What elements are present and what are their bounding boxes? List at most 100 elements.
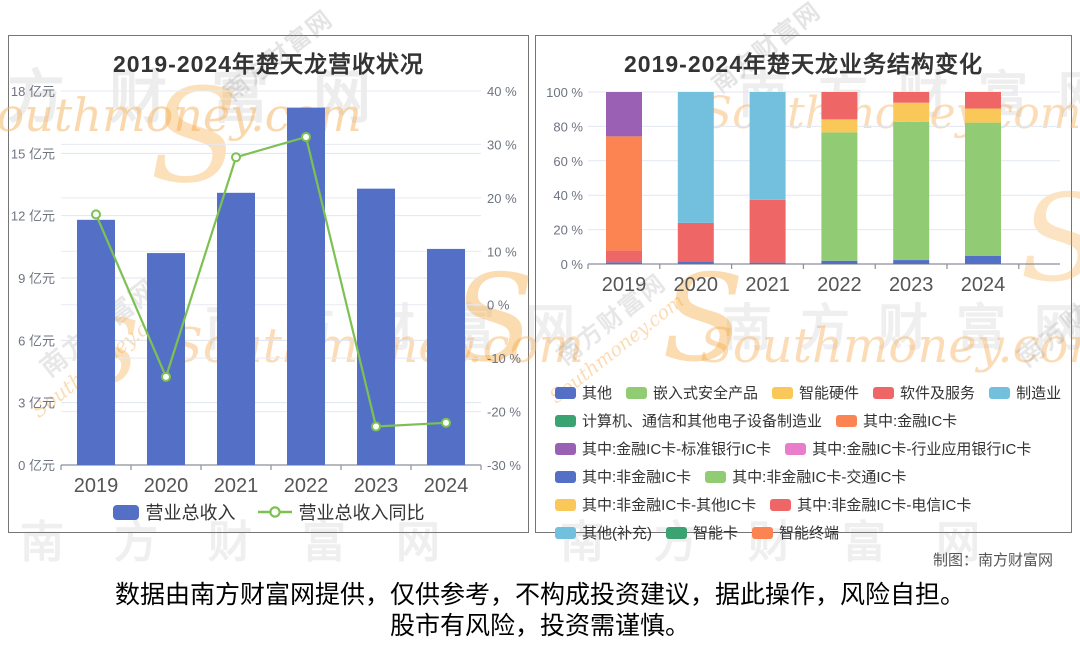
legend-label: 智能卡 xyxy=(693,525,739,542)
y-axis-label: 80 % xyxy=(553,119,583,134)
legend-swatch xyxy=(555,386,576,399)
legend-item-growth: 营业总收入同比 xyxy=(257,499,425,525)
stack-segment-2024 xyxy=(965,108,1001,123)
stack-segment-2020 xyxy=(677,92,714,223)
stack-segment-2021 xyxy=(749,92,786,200)
y-axis-right-label: 30 % xyxy=(487,137,517,152)
stack-segment-2022 xyxy=(821,92,858,120)
legend-swatch xyxy=(555,498,576,511)
y-axis-right-label: -10 % xyxy=(487,351,521,366)
stack-segment-2022 xyxy=(821,119,858,133)
legend-item-9: 其中:非金融IC卡 xyxy=(555,466,691,487)
x-axis-label: 2022 xyxy=(817,274,862,296)
disclaimer-line-2: 股市有风险，投资需谨慎。 xyxy=(389,612,690,640)
legend-item-7: 其中:金融IC卡-标准银行IC卡 xyxy=(555,438,771,459)
structure-chart: 0 % 20 % 40 % 60 % 80 % 100 % 2019 2020 2021 2022… xyxy=(546,85,1060,296)
legend-label: 其中:非金融IC卡 xyxy=(582,469,692,486)
legend-item-13: 其他(补充) xyxy=(555,522,652,543)
growth-point-2021 xyxy=(231,152,241,163)
revenue-bar-2020 xyxy=(147,253,185,465)
y-axis-label: 0 % xyxy=(561,257,584,272)
y-axis-right-label: 20 % xyxy=(487,191,517,206)
structure-chart-legend: 其他 嵌入式安全产品 智能硬件 软件及服务 制造业 计算机、通信和其他电子设备制造业 其中:… xyxy=(555,382,1061,550)
legend-row: 其中:非金融IC卡 其中:非金融IC卡-交通IC卡 xyxy=(555,466,1060,487)
legend-swatch xyxy=(555,414,576,427)
legend-swatch xyxy=(666,526,687,539)
x-axis-label: 2024 xyxy=(961,274,1006,296)
stack-segment-2024 xyxy=(965,122,1001,256)
legend-swatch xyxy=(989,386,1011,399)
legend-swatch xyxy=(705,470,727,483)
legend-swatch xyxy=(770,498,792,511)
revenue-chart: 0 亿元 3 亿元 6 亿元 9 亿元 12 亿元 15 亿元 18 亿元 -30 % -20 … xyxy=(11,84,521,497)
legend-swatch xyxy=(555,526,576,539)
legend-label: 智能终端 xyxy=(779,525,840,542)
revenue-chart-title: 2019-2024年楚天龙营收状况 xyxy=(113,51,424,77)
legend-swatch xyxy=(836,414,858,427)
legend-item-12: 其中:非金融IC卡-电信IC卡 xyxy=(770,494,971,515)
legend-swatch xyxy=(752,526,774,539)
x-axis-label: 2019 xyxy=(74,475,119,497)
y-axis-label: 60 % xyxy=(553,154,583,169)
legend-label: 其中:金融IC卡-行业应用银行IC卡 xyxy=(812,441,1032,458)
revenue-bar-2019 xyxy=(77,219,115,465)
y-axis-right-label: -20 % xyxy=(487,405,521,420)
legend-swatch xyxy=(873,386,895,399)
legend-row: 其他(补充) 智能卡 智能终端 xyxy=(555,522,1060,543)
growth-line xyxy=(94,135,447,428)
legend-swatch xyxy=(772,386,794,399)
stack-segment-2020 xyxy=(677,261,714,264)
x-axis-label: 2023 xyxy=(889,274,934,296)
x-axis-label: 2024 xyxy=(424,475,469,497)
structure-chart-title: 2019-2024年楚天龙业务结构变化 xyxy=(624,51,983,77)
growth-point-2020 xyxy=(161,371,171,382)
revenue-bar-2022 xyxy=(287,107,325,465)
legend-row: 其中:非金融IC卡-其他IC卡 其中:非金融IC卡-电信IC卡 xyxy=(555,494,1060,515)
stack-segment-2023 xyxy=(893,121,930,261)
legend-swatch xyxy=(785,442,807,455)
revenue-chart-panel: 2019-2024年楚天龙营收状况 0 亿元 3 亿元 6 亿元 9 亿元 12 亿元 1… xyxy=(8,35,529,533)
legend-item-10: 其中:非金融IC卡-交通IC卡 xyxy=(705,466,906,487)
x-axis-label: 2020 xyxy=(674,274,719,296)
x-axis-label: 2022 xyxy=(284,475,329,497)
legend-row: 计算机、通信和其他电子设备制造业 其中:金融IC卡 xyxy=(555,410,1060,431)
stack-segment-2022 xyxy=(821,260,858,264)
legend-item-14: 智能卡 xyxy=(666,522,738,543)
y-axis-left-label: 15 亿元 xyxy=(11,146,55,161)
growth-point-2019 xyxy=(91,209,101,220)
legend-label: 计算机、通信和其他电子设备制造业 xyxy=(582,413,823,430)
legend-item-5: 计算机、通信和其他电子设备制造业 xyxy=(555,410,822,431)
legend-item-4: 制造业 xyxy=(989,382,1061,403)
legend-item-2: 智能硬件 xyxy=(772,382,859,403)
legend-item-1: 嵌入式安全产品 xyxy=(626,382,758,403)
credit-line: 制图：南方财富网 xyxy=(932,552,1053,569)
y-axis-right-label: 40 % xyxy=(487,84,517,99)
y-axis-right-label: 0 % xyxy=(487,298,510,313)
revenue-bar-2023 xyxy=(357,188,395,465)
legend-item-6: 其中:金融IC卡 xyxy=(836,410,957,431)
legend-label: 其中:金融IC卡 xyxy=(863,413,958,430)
stack-segment-2024 xyxy=(965,255,1001,264)
line-marker-icon xyxy=(257,506,292,518)
revenue-bar-2024 xyxy=(427,248,465,465)
legend-swatch xyxy=(112,504,139,520)
legend-item-revenue: 营业总收入 xyxy=(112,499,236,525)
stack-segment-2020 xyxy=(677,222,714,262)
legend-label: 其中:非金融IC卡-其他IC卡 xyxy=(582,497,757,514)
legend-label: 其中:金融IC卡-标准银行IC卡 xyxy=(582,441,772,458)
stack-segment-2023 xyxy=(893,260,930,264)
legend-item-11: 其中:非金融IC卡-其他IC卡 xyxy=(555,494,756,515)
y-axis-right-label: 10 % xyxy=(487,244,517,259)
structure-chart-panel: 2019-2024年楚天龙业务结构变化 0 % 20 % 40 % 60 % 80 % 1… xyxy=(535,35,1072,542)
legend-label: 制造业 xyxy=(1016,385,1062,402)
x-axis-label: 2019 xyxy=(602,274,647,296)
legend-item-3: 软件及服务 xyxy=(873,382,975,403)
stack-segment-2023 xyxy=(893,102,930,122)
legend-item-15: 智能终端 xyxy=(752,522,839,543)
stack-segment-2022 xyxy=(821,132,858,261)
x-axis-label: 2021 xyxy=(745,274,790,296)
disclaimer-line-1: 数据由南方财富网提供，仅供参考，不构成投资建议，据此操作，风险自担。 xyxy=(114,581,965,609)
legend-swatch xyxy=(626,386,648,399)
stack-segment-2019 xyxy=(606,250,642,263)
